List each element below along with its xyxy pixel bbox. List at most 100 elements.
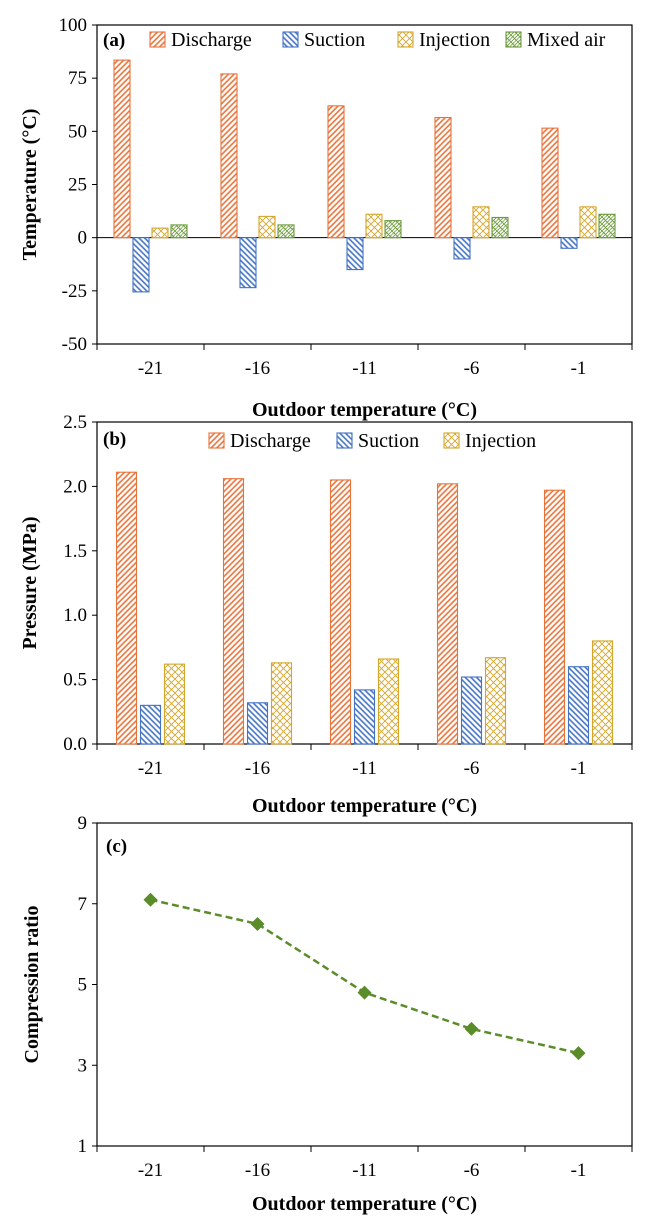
panel-label: (a) [103, 30, 125, 51]
bar-injection [484, 657, 507, 745]
y-axis-title: Compression ratio [21, 906, 43, 1064]
y-tick-label: -50 [62, 334, 87, 355]
bar-discharge [115, 471, 138, 745]
x-axis-title: Outdoor temperature (°C) [252, 399, 477, 421]
legend-label: Discharge [171, 29, 252, 51]
y-tick-label: 50 [68, 121, 87, 142]
y-tick-label: 3 [78, 1055, 88, 1076]
bar-mixed-air [170, 224, 188, 239]
x-tick-label: -21 [138, 358, 163, 379]
y-axis-title: Pressure (MPa) [19, 516, 41, 649]
bar-injection [579, 206, 597, 239]
x-tick-label: -21 [138, 1160, 163, 1181]
data-point [571, 1046, 586, 1061]
y-tick-label: 5 [78, 975, 88, 996]
x-axis-title: Outdoor temperature (°C) [252, 1193, 477, 1215]
bar-mixed-air [598, 213, 616, 239]
legend-swatch [505, 31, 522, 48]
bar-injection [365, 213, 383, 239]
bar-mixed-air [277, 224, 295, 239]
legend-swatch [208, 432, 225, 449]
chart-panel-1: -50 -25 0 25 50 75 100 -21 -16 -11 -6 -1 Outdoor tem… [19, 15, 633, 421]
bar-injection [151, 227, 169, 239]
y-tick-label: 1 [78, 1136, 88, 1157]
bar-injection [163, 663, 186, 745]
y-tick-label: 0.5 [63, 670, 87, 691]
x-tick-label: -11 [352, 1160, 377, 1181]
x-tick-label: -11 [352, 758, 377, 779]
bar-suction [139, 704, 162, 745]
data-point [464, 1021, 479, 1036]
x-tick-label: -1 [571, 1160, 587, 1181]
panel-label: (b) [103, 429, 126, 450]
bar-injection [377, 658, 400, 745]
bar-discharge [541, 127, 559, 239]
bar-discharge [543, 489, 566, 745]
bar-suction [567, 666, 590, 745]
bar-suction [246, 702, 269, 745]
legend-label: Mixed air [527, 29, 606, 51]
y-tick-label: 75 [68, 68, 87, 89]
data-point [357, 985, 372, 1000]
bar-suction [353, 689, 376, 745]
x-tick-label: -16 [245, 758, 270, 779]
x-tick-label: -1 [571, 758, 587, 779]
y-axis-title: Temperature (°C) [19, 109, 41, 261]
x-tick-label: -11 [352, 358, 377, 379]
data-point [250, 916, 265, 931]
x-tick-label: -21 [138, 758, 163, 779]
data-point [143, 892, 158, 907]
x-tick-label: -1 [571, 358, 587, 379]
y-tick-label: 0 [78, 228, 88, 249]
y-tick-label: 100 [59, 15, 88, 36]
y-tick-label: 2.5 [63, 412, 87, 433]
panel-label: (c) [106, 836, 127, 857]
y-tick-label: 1.5 [63, 541, 87, 562]
bar-mixed-air [491, 216, 509, 239]
bar-injection [472, 206, 490, 239]
x-tick-label: -6 [464, 358, 480, 379]
bar-injection [591, 640, 614, 745]
legend-swatch [336, 432, 353, 449]
y-tick-label: -25 [62, 281, 87, 302]
y-tick-label: 7 [78, 894, 88, 915]
bar-discharge [220, 73, 238, 239]
x-axis-title: Outdoor temperature (°C) [252, 795, 477, 817]
bar-discharge [434, 116, 452, 239]
y-tick-label: 25 [68, 175, 87, 196]
y-tick-label: 9 [78, 813, 88, 834]
x-tick-label: -16 [245, 1160, 270, 1181]
plot-frame [96, 822, 633, 1147]
bar-suction [560, 237, 578, 249]
legend-swatch [282, 31, 299, 48]
legend-label: Injection [465, 430, 536, 452]
bar-suction [346, 237, 364, 271]
bar-discharge [329, 479, 352, 745]
bar-discharge [113, 59, 131, 239]
bar-injection [270, 662, 293, 745]
bar-mixed-air [384, 220, 402, 239]
bar-discharge [222, 478, 245, 745]
bar-suction [239, 237, 257, 289]
bar-suction [453, 237, 471, 260]
legend-label: Injection [419, 29, 490, 51]
legend-swatch [397, 31, 414, 48]
series-line [150, 898, 579, 1055]
legend-label: Suction [358, 430, 419, 452]
y-tick-label: 1.0 [63, 605, 87, 626]
y-tick-label: 2.0 [63, 476, 87, 497]
legend-swatch [443, 432, 460, 449]
legend-swatch [149, 31, 166, 48]
bar-injection [258, 215, 276, 239]
bar-suction [132, 237, 150, 293]
chart-panel-2: 0.0 0.5 1.0 1.5 2.0 2.5 -21 -16 -11 -6 -1 Outdoor t… [19, 412, 633, 817]
chart-panel-3: 1 3 5 7 9 -21 -16 -11 -6 -1 Outdoor temperature (°… [21, 813, 633, 1215]
bar-suction [460, 676, 483, 745]
x-tick-label: -6 [464, 758, 480, 779]
y-tick-label: 0.0 [63, 734, 87, 755]
legend-label: Suction [304, 29, 365, 51]
x-tick-label: -6 [464, 1160, 480, 1181]
legend-label: Discharge [230, 430, 311, 452]
bar-discharge [436, 483, 459, 745]
